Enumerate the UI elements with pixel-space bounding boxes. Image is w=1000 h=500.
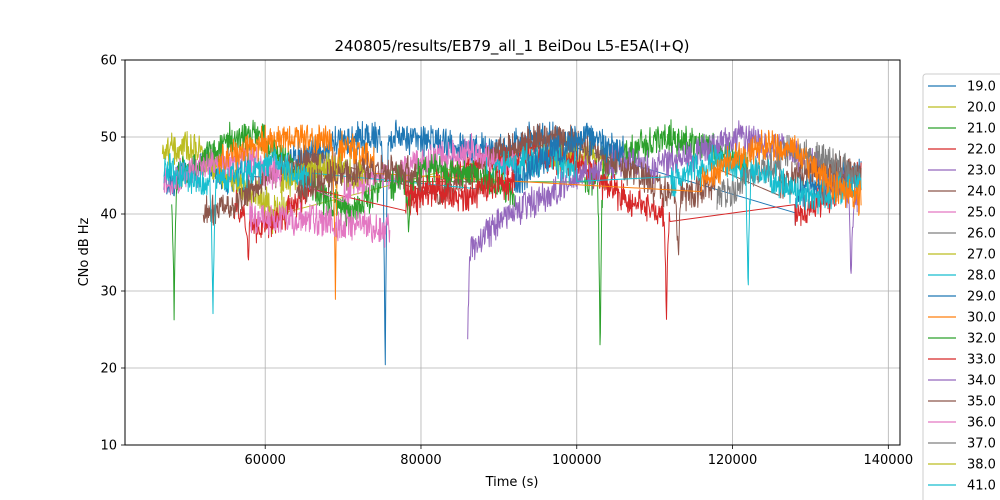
x-tick-label: 60000 <box>245 453 286 468</box>
y-tick-label: 40 <box>100 208 117 223</box>
x-axis-label: Time (s) <box>485 475 539 490</box>
x-tick-label: 100000 <box>552 453 602 468</box>
y-tick-label: 30 <box>100 285 117 300</box>
series-33.0-line <box>404 166 515 212</box>
series-23.0-line <box>467 120 858 340</box>
legend: 19.0 20.0 21.0 22.0 23.0 24.0 25.0 26.0 27.0 28.0… <box>922 73 1000 500</box>
plot-area <box>125 60 900 445</box>
legend-label-36.0: 36.0 <box>967 416 996 431</box>
legend-label-24.0: 24.0 <box>967 185 996 200</box>
axis-ticks: 60000 80000 100000 120000 140000 10 20 30 40 50 60 <box>100 54 913 469</box>
legend-label-20.0: 20.0 <box>967 101 996 116</box>
chart-title: 240805/results/EB79_all_1 BeiDou L5-E5A(… <box>334 37 689 56</box>
legend-label-37.0: 37.0 <box>967 437 996 452</box>
legend-label-34.0: 34.0 <box>967 374 996 389</box>
y-tick-label: 60 <box>100 54 117 69</box>
series-layer <box>161 119 862 366</box>
legend-label-21.0: 21.0 <box>967 122 996 137</box>
y-tick-label: 10 <box>100 439 117 454</box>
legend-label-25.0: 25.0 <box>967 206 996 221</box>
x-tick-label: 120000 <box>708 453 758 468</box>
legend-label-30.0: 30.0 <box>967 311 996 326</box>
legend-label-29.0: 29.0 <box>967 290 996 305</box>
legend-label-22.0: 22.0 <box>967 143 996 158</box>
legend-label-23.0: 23.0 <box>967 164 996 179</box>
legend-label-32.0: 32.0 <box>967 332 996 347</box>
legend-label-28.0: 28.0 <box>967 269 996 284</box>
legend-label-27.0: 27.0 <box>967 248 996 263</box>
y-axis-label: CNo dB Hz <box>77 217 92 286</box>
x-tick-label: 140000 <box>863 453 913 468</box>
plot-frame <box>124 59 901 446</box>
legend-label-33.0: 33.0 <box>967 353 996 368</box>
legend-label-38.0: 38.0 <box>967 458 996 473</box>
y-tick-label: 20 <box>100 362 117 377</box>
legend-label-41.0: 41.0 <box>967 479 996 494</box>
series-30.0-line <box>218 124 862 300</box>
series-29.0-line <box>513 122 624 194</box>
legend-label-19.0: 19.0 <box>967 80 996 95</box>
series-35.0-line <box>295 152 422 203</box>
x-tick-label: 80000 <box>400 453 441 468</box>
series-36.0-line <box>249 200 391 248</box>
series-32.0-line <box>389 153 515 233</box>
legend-label-26.0: 26.0 <box>967 227 996 242</box>
y-tick-label: 50 <box>100 131 117 146</box>
legend-box <box>922 73 1000 500</box>
legend-label-35.0: 35.0 <box>967 395 996 410</box>
series-21.0-line <box>171 119 749 346</box>
